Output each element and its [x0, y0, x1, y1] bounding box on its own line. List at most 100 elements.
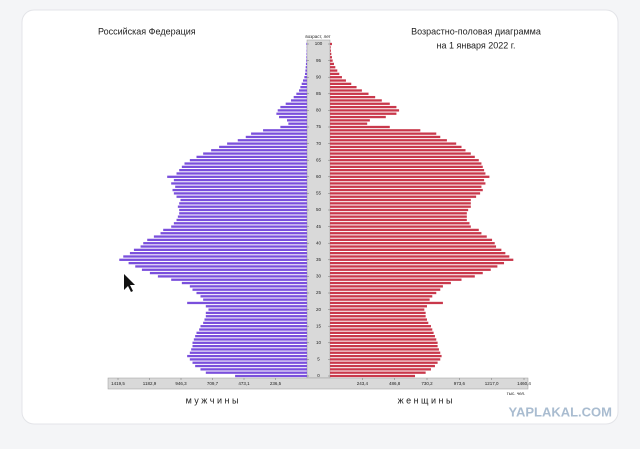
bar [134, 249, 307, 251]
bar [135, 265, 307, 267]
bar [330, 372, 426, 374]
bar [330, 46, 331, 48]
bar [330, 109, 399, 111]
bar [330, 318, 427, 320]
bar [203, 322, 307, 324]
bar [306, 63, 307, 65]
bar [235, 375, 307, 377]
bar [330, 59, 333, 61]
bar [330, 66, 335, 68]
bar [179, 209, 307, 211]
chart-subtitle: Возрастно-половая диаграмма [411, 26, 541, 36]
bar [330, 156, 475, 158]
bar [227, 142, 307, 144]
bar [330, 149, 465, 151]
bar [330, 93, 369, 95]
bar [129, 262, 307, 264]
bar [203, 298, 307, 300]
bar [276, 113, 307, 115]
bar [330, 355, 442, 357]
y-tick-label: 45 [316, 224, 322, 229]
bar [330, 282, 451, 284]
bar [330, 345, 438, 347]
bar [219, 146, 307, 148]
bar [330, 123, 367, 125]
x-tick-label: 730,2 [421, 381, 433, 386]
y-tick-label: 80 [316, 108, 322, 113]
bar [206, 305, 307, 307]
x-tick-label: 1419,5 [111, 381, 125, 386]
bar [204, 318, 307, 320]
y-tick-label: 20 [316, 307, 322, 312]
x-tick-label: 236,5 [270, 381, 282, 386]
legend-label: ж е н щ и н ы [398, 395, 453, 405]
bar [306, 66, 307, 68]
bar [330, 225, 471, 227]
bar [330, 352, 440, 354]
bar [330, 56, 332, 58]
bar [330, 285, 443, 287]
bar [190, 159, 307, 161]
bar [171, 279, 307, 281]
bar [123, 255, 307, 257]
x-axis-band [108, 378, 528, 389]
bar [211, 149, 307, 151]
bar [203, 152, 307, 154]
y-tick-label: 10 [316, 340, 322, 345]
x-tick-label: 709,7 [207, 381, 219, 386]
bar [330, 53, 331, 55]
bar [330, 162, 481, 164]
bar [330, 206, 471, 208]
bar [141, 245, 307, 247]
bar [190, 358, 307, 360]
bar [306, 56, 307, 58]
bar [142, 269, 307, 271]
bar [330, 126, 390, 128]
bar [330, 279, 462, 281]
x-tick-label: 1217,0 [485, 381, 499, 386]
bar [158, 275, 307, 277]
bar [177, 172, 307, 174]
bar [278, 109, 307, 111]
bar [119, 259, 307, 261]
bar [330, 73, 339, 75]
bar [330, 99, 382, 101]
chart-subtitle: на 1 января 2022 г. [437, 40, 516, 50]
bar [199, 328, 307, 330]
bar [147, 239, 307, 241]
bar [330, 142, 456, 144]
bar [330, 242, 495, 244]
bar [330, 315, 426, 317]
bar [330, 375, 415, 377]
bar [330, 265, 497, 267]
bar [330, 96, 375, 98]
bar [192, 345, 307, 347]
bar [196, 292, 307, 294]
bar [330, 63, 334, 65]
bar [330, 335, 435, 337]
bar [208, 308, 307, 310]
bar [191, 348, 307, 350]
bar [330, 189, 483, 191]
bar [330, 179, 484, 181]
bar [330, 106, 396, 108]
bar [330, 222, 469, 224]
bar [330, 362, 438, 364]
bar [192, 289, 307, 291]
bar [178, 206, 307, 208]
bar [330, 43, 332, 45]
bar [161, 232, 307, 234]
bar [291, 99, 307, 101]
bar [300, 86, 307, 88]
bar [302, 83, 307, 85]
y-tick-label: 95 [316, 58, 322, 63]
x-tick-label: 473,1 [238, 381, 250, 386]
x-tick-label: 946,3 [175, 381, 187, 386]
bar [330, 325, 431, 327]
bar [330, 239, 492, 241]
bar [192, 342, 307, 344]
bar [288, 123, 307, 125]
bar [330, 196, 476, 198]
chart-title: Российская Федерация [98, 26, 196, 36]
